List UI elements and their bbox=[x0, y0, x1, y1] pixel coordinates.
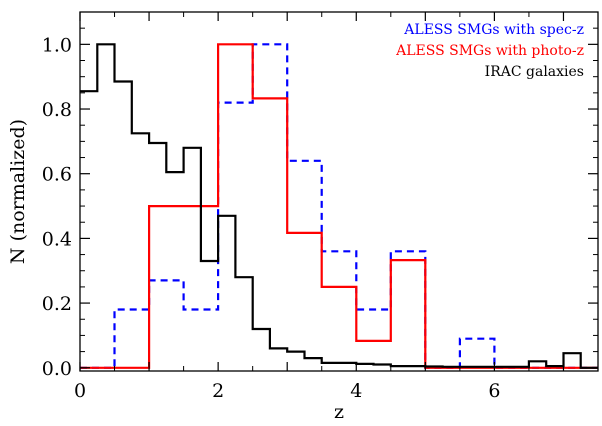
x-tick-label: 2 bbox=[212, 380, 224, 402]
y-tick-label: 0.6 bbox=[42, 164, 72, 186]
y-axis-title: N (normalized) bbox=[7, 119, 29, 264]
series-line-aless-smgs-with-photo-z bbox=[80, 43, 598, 369]
y-tick-label: 0.4 bbox=[42, 228, 72, 250]
y-tick-label: 0.2 bbox=[42, 293, 72, 315]
series-line-aless-smgs-with-spec-z bbox=[80, 43, 598, 369]
series-line-irac-galaxies bbox=[80, 43, 598, 369]
y-tick-label: 0.8 bbox=[42, 99, 72, 121]
plot-frame bbox=[79, 11, 599, 372]
x-tick-label: 0 bbox=[74, 380, 86, 402]
x-tick-label: 6 bbox=[488, 380, 500, 402]
ticks-layer: 0 2 4 6 0.0 0.2 0.4 0.6 0.8 1.0 bbox=[42, 11, 598, 402]
x-tick-label: 4 bbox=[350, 380, 362, 402]
y-tick-label: 1.0 bbox=[42, 34, 72, 56]
legend-entry-irac-galaxies: IRAC galaxies bbox=[485, 64, 584, 80]
legend: ALESS SMGs with spec-z ALESS SMGs with ph… bbox=[395, 22, 584, 80]
y-tick-label: 0.0 bbox=[42, 358, 72, 380]
series-layer bbox=[80, 43, 598, 369]
legend-entry-aless-smgs-with-spec-z: ALESS SMGs with spec-z bbox=[403, 22, 584, 38]
legend-entry-aless-smgs-with-photo-z: ALESS SMGs with photo-z bbox=[395, 43, 584, 59]
x-axis-title: z bbox=[334, 401, 344, 423]
